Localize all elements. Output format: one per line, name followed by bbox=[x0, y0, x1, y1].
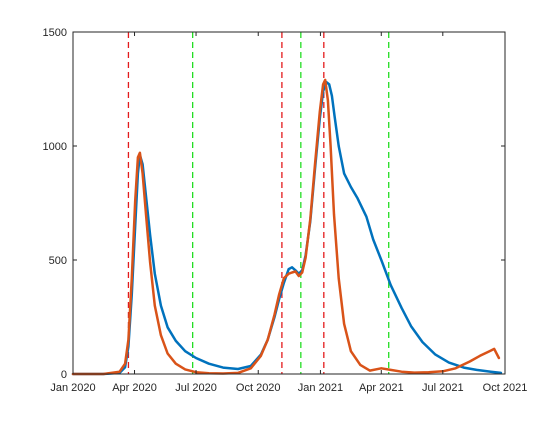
y-tick-label: 0 bbox=[61, 369, 67, 381]
x-tick-label: Apr 2020 bbox=[112, 382, 157, 394]
vertical-markers bbox=[127, 32, 390, 374]
y-tick-label: 1000 bbox=[43, 141, 67, 153]
x-tick-label: Jul 2020 bbox=[175, 382, 217, 394]
x-tick-label: Jul 2021 bbox=[422, 382, 464, 394]
plot-area-frame bbox=[72, 31, 506, 375]
x-tick-label: Jan 2021 bbox=[298, 382, 343, 394]
x-tick-label: Oct 2021 bbox=[483, 382, 528, 394]
x-tick-label: Apr 2021 bbox=[359, 382, 404, 394]
axis-ticks: Jan 2020 Apr 2020 Jul 2020 Oct 2020 Jan 2021… bbox=[43, 27, 528, 394]
y-tick-label: 500 bbox=[49, 255, 67, 267]
x-tick-label: Oct 2020 bbox=[236, 382, 281, 394]
y-tick-label: 1500 bbox=[43, 27, 67, 39]
x-tick-label: Jan 2020 bbox=[50, 382, 95, 394]
series-line-2 bbox=[71, 78, 501, 376]
series-lines bbox=[71, 78, 503, 376]
